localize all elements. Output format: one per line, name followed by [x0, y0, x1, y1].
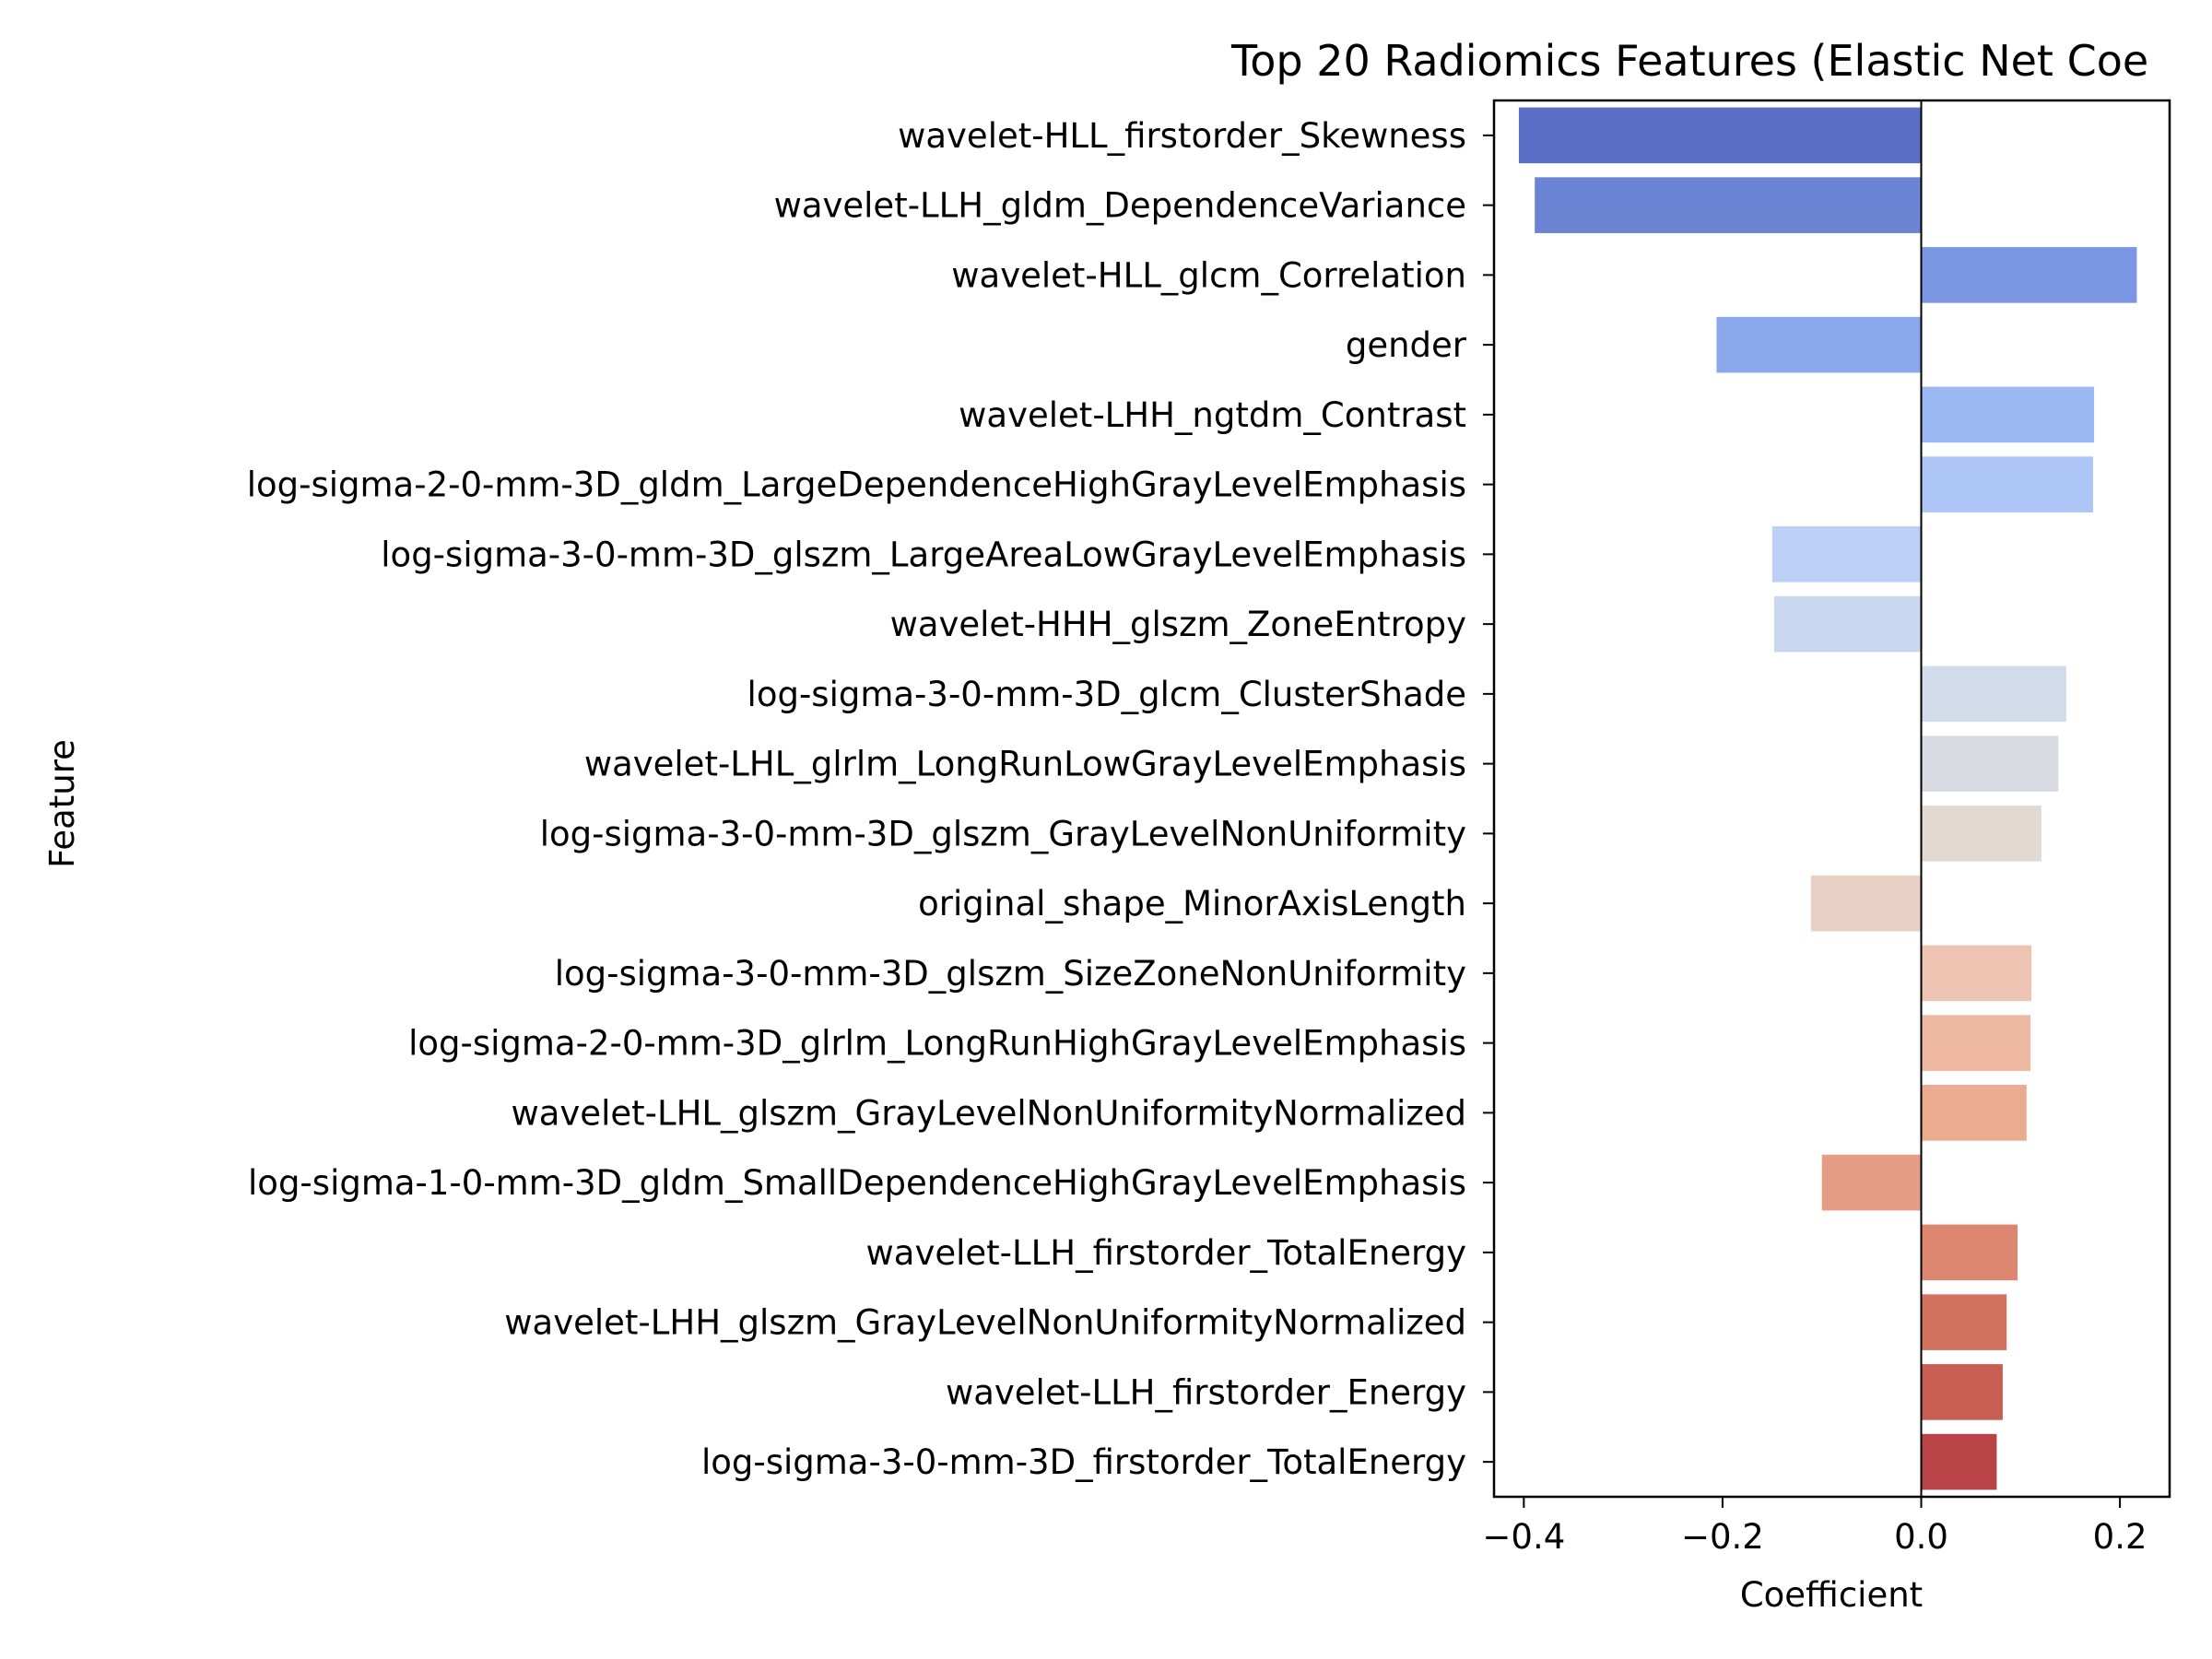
y-tick-label: wavelet-HLL_glcm_Correlation [951, 255, 1466, 295]
bar [1921, 456, 2093, 512]
y-tick-label: wavelet-HHH_glszm_ZoneEntropy [890, 605, 1466, 644]
y-tick-label: gender [1346, 325, 1467, 365]
bar [1921, 806, 2041, 862]
y-tick-label: log-sigma-1-0-mm-3D_gldm_SmallDependence… [248, 1163, 1466, 1203]
bar [1821, 1154, 1922, 1211]
x-tick-label: −0.4 [1482, 1517, 1565, 1557]
y-tick-label: wavelet-LHL_glrlm_LongRunLowGrayLevelEmp… [584, 745, 1466, 784]
y-tick-label: wavelet-LHH_ngtdm_Contrast [959, 395, 1466, 435]
y-tick-label: log-sigma-3-0-mm-3D_firstorder_TotalEner… [701, 1442, 1466, 1482]
bar [1773, 595, 1922, 653]
bar [1921, 1364, 2003, 1420]
y-tick-label: log-sigma-3-0-mm-3D_glszm_GrayLevelNonUn… [540, 814, 1466, 853]
bar [1921, 735, 2059, 792]
y-tick-label: log-sigma-3-0-mm-3D_glcm_ClusterShade [747, 675, 1466, 714]
bar [1518, 107, 1922, 164]
bar [1921, 945, 2032, 1002]
y-tick-label: log-sigma-3-0-mm-3D_glszm_SizeZoneNonUni… [555, 954, 1466, 994]
bar [1921, 1015, 2031, 1071]
plot-frame [1492, 99, 2171, 1499]
y-tick-label: original_shape_MinorAxisLength [918, 884, 1466, 924]
y-tick-label: log-sigma-3-0-mm-3D_glszm_LargeAreaLowGr… [381, 535, 1466, 574]
bar [1921, 1294, 2007, 1350]
x-axis-label: Coefficient [1740, 1575, 1923, 1615]
bar [1771, 526, 1922, 582]
bar [1921, 386, 2095, 443]
bar [1921, 665, 2066, 723]
y-tick-label: wavelet-HLL_firstorder_Skewness [898, 116, 1466, 156]
bar [1810, 875, 1922, 932]
y-tick-label: wavelet-LLH_gldm_DependenceVariance [774, 186, 1466, 226]
y-tick-label: wavelet-LLH_firstorder_TotalEnergy [866, 1233, 1466, 1273]
y-tick-label: log-sigma-2-0-mm-3D_glrlm_LongRunHighGra… [408, 1024, 1466, 1064]
y-tick-labels: wavelet-HLL_firstorder_Skewness wavelet-L… [247, 116, 1494, 1482]
y-tick-label: log-sigma-2-0-mm-3D_gldm_LargeDependence… [247, 465, 1466, 505]
x-tick-label: 0.2 [2093, 1517, 2147, 1557]
x-ticks: −0.4 −0.2 0.0 0.2 [1482, 1497, 2147, 1557]
bar [1716, 316, 1922, 373]
bar [1921, 1085, 2027, 1141]
bar [1535, 177, 1922, 233]
chart-title: Top 20 Radiomics Features (Elastic Net C… [1230, 36, 2148, 86]
x-tick-label: 0.0 [1894, 1517, 1948, 1557]
bar [1921, 1433, 1997, 1490]
bars [1518, 107, 2137, 1490]
bar [1921, 247, 2137, 303]
x-tick-label: −0.2 [1681, 1517, 1764, 1557]
y-axis-label: Feature [42, 739, 82, 868]
y-tick-label: wavelet-LHL_glszm_GrayLevelNonUniformity… [511, 1093, 1466, 1133]
y-tick-label: wavelet-LHH_glszm_GrayLevelNonUniformity… [504, 1303, 1466, 1343]
bar [1921, 1224, 2018, 1281]
y-tick-label: wavelet-LLH_firstorder_Energy [946, 1372, 1466, 1412]
